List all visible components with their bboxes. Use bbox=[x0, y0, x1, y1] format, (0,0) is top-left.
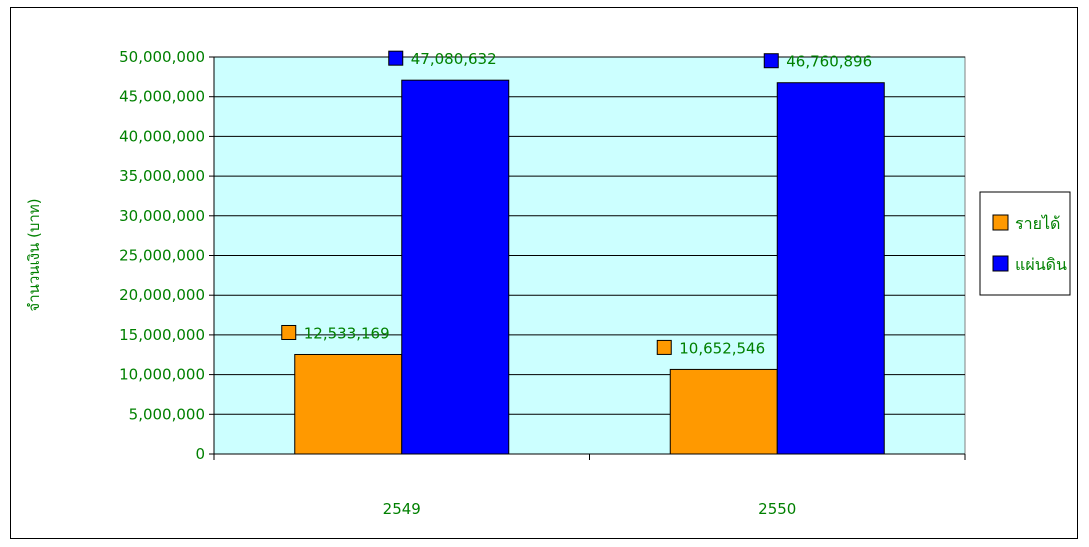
tick-labels: 0 5,000,000 10,000,000 15,000,000 20,000,000… bbox=[119, 48, 796, 518]
legend: รายได้แผ่นดิน bbox=[979, 191, 1071, 296]
y-tick-label: 10,000,000 bbox=[119, 366, 205, 384]
y-tick-label: 5,000,000 bbox=[129, 405, 205, 423]
y-axis-label: จำนวนเงิน (บาท) bbox=[25, 198, 43, 311]
data-label: 47,080,632 bbox=[411, 50, 497, 68]
legend-entry: รายได้ bbox=[1015, 214, 1060, 233]
data-label-key bbox=[388, 50, 404, 66]
legend-swatch bbox=[992, 214, 1009, 231]
data-label: 46,760,896 bbox=[786, 53, 872, 71]
y-tick-label: 45,000,000 bbox=[119, 88, 205, 106]
legend-swatch bbox=[992, 255, 1009, 272]
bar-income-2550 bbox=[669, 368, 778, 455]
y-tick-label: 25,000,000 bbox=[119, 247, 205, 265]
data-label: 12,533,169 bbox=[304, 324, 390, 342]
x-tick-label: 2550 bbox=[758, 500, 796, 518]
bar-land-2549 bbox=[401, 79, 510, 455]
y-tick-label: 20,000,000 bbox=[119, 286, 205, 304]
axes bbox=[209, 56, 966, 460]
y-tick-label: 50,000,000 bbox=[119, 48, 205, 66]
data-label-key bbox=[281, 324, 297, 340]
legend-entry: แผ่นดิน bbox=[1015, 255, 1067, 274]
x-tick-label: 2549 bbox=[383, 500, 421, 518]
y-tick-label: 40,000,000 bbox=[119, 127, 205, 145]
data-label: 10,652,546 bbox=[679, 339, 765, 357]
legend-box bbox=[979, 191, 1071, 296]
y-tick-label: 30,000,000 bbox=[119, 207, 205, 225]
bar-land-2550 bbox=[776, 82, 885, 455]
y-tick-label: 35,000,000 bbox=[119, 167, 205, 185]
data-label-key bbox=[763, 53, 779, 69]
data-label-key bbox=[656, 339, 672, 355]
data-labels: 12,533,169 47,080,632 10,652,546 46,760,896 bbox=[281, 50, 872, 357]
bar-income-2549 bbox=[294, 353, 403, 455]
y-tick-label: 15,000,000 bbox=[119, 326, 205, 344]
y-tick-label: 0 bbox=[195, 445, 205, 463]
